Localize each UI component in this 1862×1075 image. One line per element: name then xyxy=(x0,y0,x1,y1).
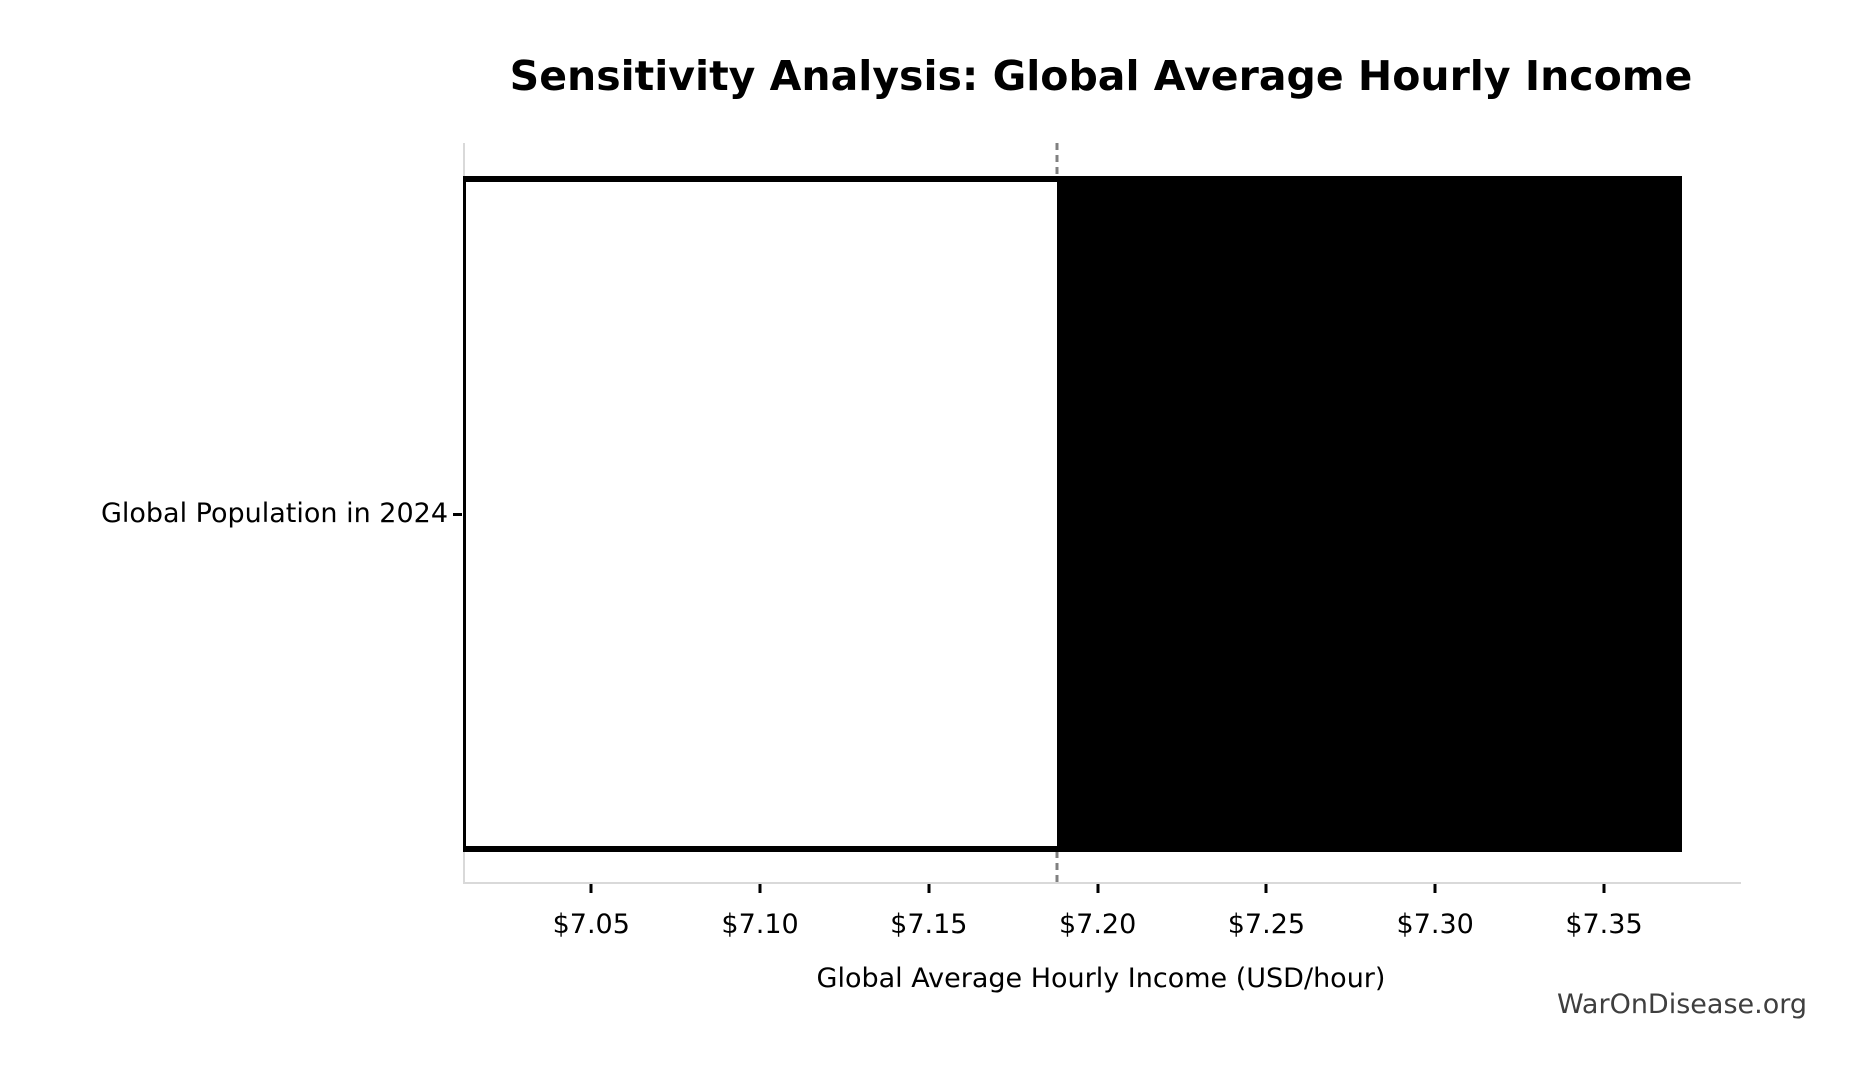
watermark-text: WarOnDisease.org xyxy=(1556,989,1807,1020)
x-tick-label: $7.10 xyxy=(721,909,799,940)
x-tick-label: $7.30 xyxy=(1396,909,1474,940)
x-tick-mark xyxy=(1433,884,1437,893)
x-tick-mark xyxy=(1096,884,1100,893)
bar-segment-baseline-to-high xyxy=(1057,176,1682,852)
bar-segment-low-to-baseline xyxy=(463,176,1058,852)
x-tick-mark xyxy=(1264,884,1268,893)
x-tick-mark xyxy=(927,884,931,893)
x-tick-label: $7.25 xyxy=(1227,909,1306,940)
x-tick-label: $7.20 xyxy=(1058,909,1137,940)
x-tick-mark xyxy=(758,884,762,893)
x-tick-mark xyxy=(589,884,593,893)
x-tick-label: $7.15 xyxy=(890,909,968,940)
x-tick-label: $7.35 xyxy=(1565,909,1643,940)
x-axis-spine xyxy=(463,882,1741,884)
x-axis-label: Global Average Hourly Income (USD/hour) xyxy=(816,963,1386,994)
chart-title: Sensitivity Analysis: Global Average Hou… xyxy=(509,52,1693,100)
y-axis-category-label: Global Population in 2024 xyxy=(100,498,448,529)
plot-area: $7.05 $7.10 $7.15 $7.20 $7.25 $7.30 $7.35 xyxy=(463,143,1739,940)
y-tick-mark xyxy=(453,513,462,516)
x-tick-label: $7.05 xyxy=(552,909,630,940)
x-tick-mark xyxy=(1602,884,1606,893)
